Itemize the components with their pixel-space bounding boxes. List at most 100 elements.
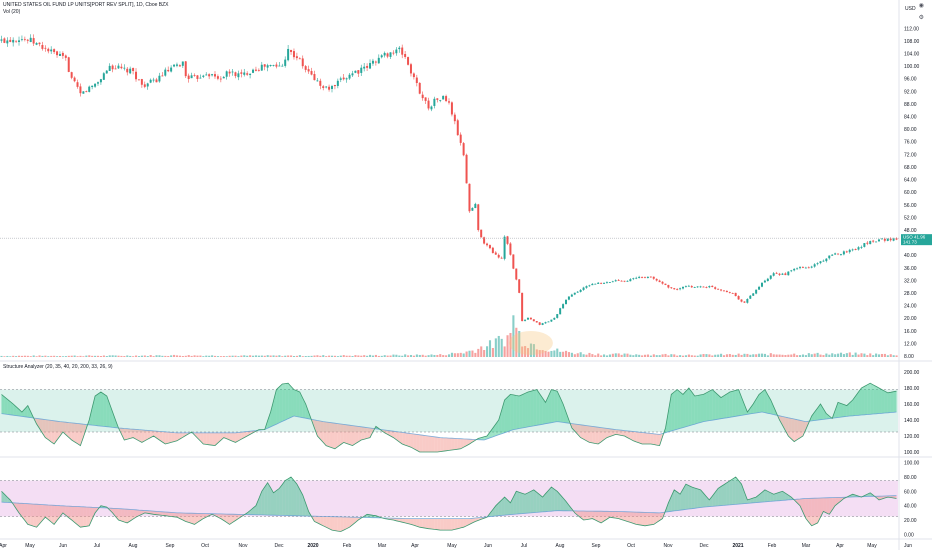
candle-body — [374, 61, 377, 63]
volume-bar — [208, 355, 211, 357]
volume-bar — [348, 355, 351, 357]
volume-bar — [252, 355, 255, 357]
oscillator-2-fill-segment — [621, 511, 625, 521]
oscillator-1-fill-segment — [150, 430, 154, 438]
oscillator-1-fill-segment — [449, 438, 452, 451]
oscillator-2-fill-segment — [566, 501, 569, 511]
candle-body — [749, 295, 752, 299]
candle-body — [807, 267, 810, 269]
volume-bar — [588, 352, 591, 357]
eye-icon[interactable]: ◉ — [918, 3, 924, 9]
oscillator-2-fill-segment — [223, 514, 227, 523]
oscillator-2-fill-segment — [42, 504, 46, 521]
oscillator-2-fill-segment — [416, 518, 420, 528]
candle-body — [816, 263, 819, 265]
candle-body — [758, 286, 761, 290]
oscillator-2-fill-segment — [498, 499, 502, 516]
oscillator-2-fill-segment — [753, 497, 757, 503]
oscillator-2-fill-segment — [419, 518, 423, 528]
volume-bar — [766, 355, 769, 357]
price-tick-label: 80.00 — [904, 127, 917, 133]
oscillator-2-fill-segment — [305, 503, 309, 517]
candle-body — [170, 67, 173, 72]
oscillator-1-fill-segment — [560, 397, 564, 423]
volume-bar — [883, 353, 886, 357]
volume-bar — [371, 355, 375, 357]
time-tick-label: Jun — [59, 543, 67, 549]
candle-body — [38, 42, 41, 45]
oscillator-1-fill-segment — [753, 399, 757, 414]
oscillator-2-fill-segment — [595, 511, 599, 522]
oscillator-1-fill-segment — [127, 428, 131, 440]
candle-body — [436, 98, 439, 100]
candle-body — [743, 301, 746, 303]
price-tick-label: 60.00 — [904, 190, 917, 196]
volume-bar — [333, 355, 337, 357]
time-tick-label: Mar — [378, 543, 387, 549]
oscillator-2-fill-segment — [74, 506, 78, 525]
volume-bar — [216, 356, 220, 357]
oscillator-2-fill-segment — [288, 476, 292, 516]
volume-bar — [26, 355, 29, 357]
candle-body — [228, 71, 231, 74]
oscillator-1-fill-segment — [700, 394, 704, 423]
candle-body — [108, 65, 111, 71]
volume-bar — [360, 355, 363, 357]
oscillator-1-fill-segment — [54, 420, 58, 444]
volume-bar — [842, 354, 845, 357]
oscillator-1-fill-segment — [305, 404, 309, 419]
oscillator-1-axis: 200.00 180.00 160.00 140.00 120.00 100.00 — [904, 370, 920, 456]
volume-bar — [582, 354, 585, 357]
oscillator-2-fill-segment — [302, 494, 306, 517]
volume-bar — [383, 355, 386, 357]
candle-body — [506, 236, 509, 244]
volume-bar — [831, 353, 834, 357]
settings-icon[interactable]: ⚙ — [918, 15, 924, 21]
oscillator-1-fill-segment — [650, 433, 654, 445]
candle-body — [64, 55, 67, 58]
oscillator-1-fill-segment — [232, 432, 236, 443]
oscillator-2-fill-segment — [545, 490, 549, 512]
oscillator-1-fill-segment — [299, 392, 303, 418]
candle-body — [734, 292, 737, 297]
volume-bar — [228, 355, 231, 357]
oscillator-1-fill-segment — [314, 419, 318, 436]
price-tick-label: 96.00 — [904, 77, 917, 83]
oscillator-2-fill-segment — [194, 513, 198, 525]
volume-bar — [380, 355, 383, 357]
oscillator-2-fill-segment — [750, 498, 754, 504]
candle-body — [526, 317, 529, 320]
candle-body — [53, 49, 56, 53]
candle-body — [369, 63, 372, 69]
oscillator-1-fill-segment — [545, 396, 549, 424]
volume-bar — [108, 355, 111, 357]
oscillator-1-fill-segment — [688, 388, 692, 426]
time-tick-label: May — [447, 543, 457, 549]
oscillator-1-fill-segment — [408, 433, 411, 448]
oscillator-2-fill-segment — [45, 504, 49, 520]
oscillator-2-fill-segment — [642, 512, 645, 526]
oscillator-2-fill-segment — [735, 476, 739, 505]
volume-bar — [839, 352, 843, 357]
oscillator-2-fill-segment — [630, 511, 634, 524]
candle-body — [450, 102, 453, 115]
oscillator-2-fill-segment — [428, 518, 432, 530]
oscillator-1-fill-segment — [343, 424, 347, 444]
oscillator-2-fill-segment — [554, 489, 558, 511]
candle-body — [474, 203, 477, 209]
candle-body — [246, 73, 249, 75]
volume-bar — [863, 353, 866, 357]
time-tick-label: Apr — [0, 543, 7, 549]
oscillator-1-fill-segment — [595, 426, 599, 444]
oscillator-1-fill-segment — [624, 430, 628, 438]
oscillator-1-fill-segment — [677, 389, 681, 430]
volume-bar — [120, 355, 123, 357]
oscillator-2-fill-segment — [721, 484, 724, 506]
oscillator-2-fill-segment — [583, 511, 587, 521]
oscillator-1-fill-segment — [279, 384, 283, 423]
volume-bar — [126, 355, 129, 357]
volume-bar — [196, 355, 199, 357]
oscillator-1-fill-segment — [867, 383, 871, 415]
volume-bar — [480, 346, 483, 357]
